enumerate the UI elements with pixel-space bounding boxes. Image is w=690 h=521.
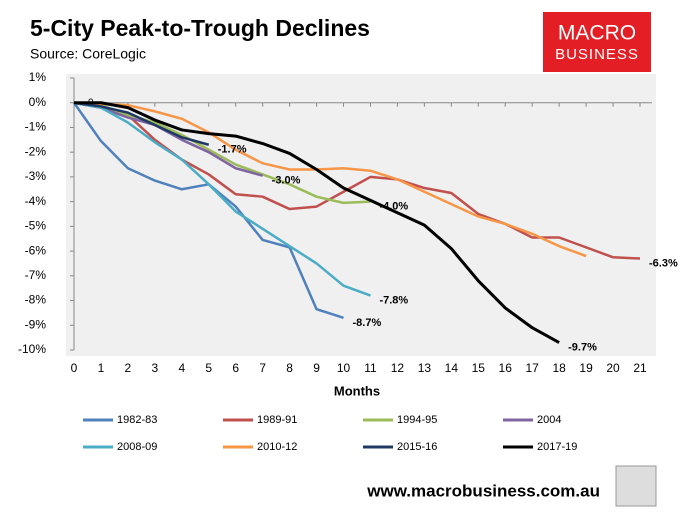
data-label: -7.8% [379, 295, 408, 307]
legend-label: 1982-83 [117, 414, 157, 426]
y-tick-label: 1% [29, 70, 47, 84]
x-tick-label: 9 [313, 361, 320, 375]
data-label: -4.0% [379, 201, 408, 213]
x-tick-label: 4 [178, 361, 185, 375]
y-tick-label: -9% [25, 317, 47, 331]
y-tick-label: -7% [25, 268, 47, 282]
legend-label: 2015-16 [397, 441, 437, 453]
x-tick-label: 5 [205, 361, 212, 375]
legend-label: 2004 [537, 414, 561, 426]
y-tick-label: -2% [25, 144, 47, 158]
chart-title: 5-City Peak-to-Trough Declines [30, 15, 370, 41]
y-tick-label: -1% [25, 120, 47, 134]
legend-label: 2008-09 [117, 441, 157, 453]
y-tick-label: -10% [18, 342, 46, 356]
legend-label: 1989-91 [257, 414, 297, 426]
series-line [73, 101, 371, 205]
x-tick-label: 2 [125, 361, 132, 375]
data-label: -3.0% [272, 175, 301, 187]
y-tick-label: -4% [25, 194, 47, 208]
x-tick-label: 6 [232, 361, 239, 375]
x-tick-label: 0 [71, 361, 78, 375]
x-tick-label: 11 [364, 361, 377, 375]
x-tick-label: 13 [418, 361, 432, 375]
series-line [74, 101, 560, 344]
y-tick-label: -8% [25, 293, 47, 307]
x-tick-label: 20 [606, 361, 620, 375]
series-line [73, 101, 371, 297]
legend-label: 2017-19 [537, 441, 577, 453]
plot-area [66, 74, 656, 356]
series-line [73, 101, 587, 258]
data-label: -6.3% [649, 257, 678, 269]
x-tick-label: 19 [579, 361, 593, 375]
x-tick-label: 21 [633, 361, 647, 375]
footer: www.macrobusiness.com.au [366, 481, 600, 500]
data-label: -9.7% [568, 341, 597, 353]
x-tick-label: 12 [391, 361, 405, 375]
subtitle: Source: CoreLogic [30, 46, 146, 62]
y-tick-label: -5% [25, 219, 47, 233]
series-line [73, 101, 210, 146]
x-axis-label: Months [334, 383, 380, 398]
data-label: -1.7% [218, 144, 247, 156]
fox-icon [615, 465, 657, 507]
x-tick-label: 3 [152, 361, 159, 375]
x-tick-label: 15 [472, 361, 486, 375]
legend-label: 2010-12 [257, 441, 297, 453]
y-tick-label: -6% [25, 243, 47, 257]
x-tick-label: 1 [98, 361, 105, 375]
x-tick-label: 14 [445, 361, 459, 375]
y-tick-label: -3% [25, 169, 47, 183]
y-tick-label: 0% [29, 95, 47, 109]
x-tick-label: 8 [286, 361, 293, 375]
x-tick-label: 17 [526, 361, 540, 375]
logo-text: MACRO [558, 22, 636, 45]
logo-text: BUSINESS [555, 46, 639, 63]
legend-label: 1994-95 [397, 414, 437, 426]
data-label: -8.7% [353, 317, 382, 329]
x-tick-label: 10 [337, 361, 351, 375]
x-tick-label: 7 [259, 361, 266, 375]
logo [543, 12, 651, 72]
x-tick-label: 16 [499, 361, 513, 375]
x-tick-label: 18 [552, 361, 566, 375]
